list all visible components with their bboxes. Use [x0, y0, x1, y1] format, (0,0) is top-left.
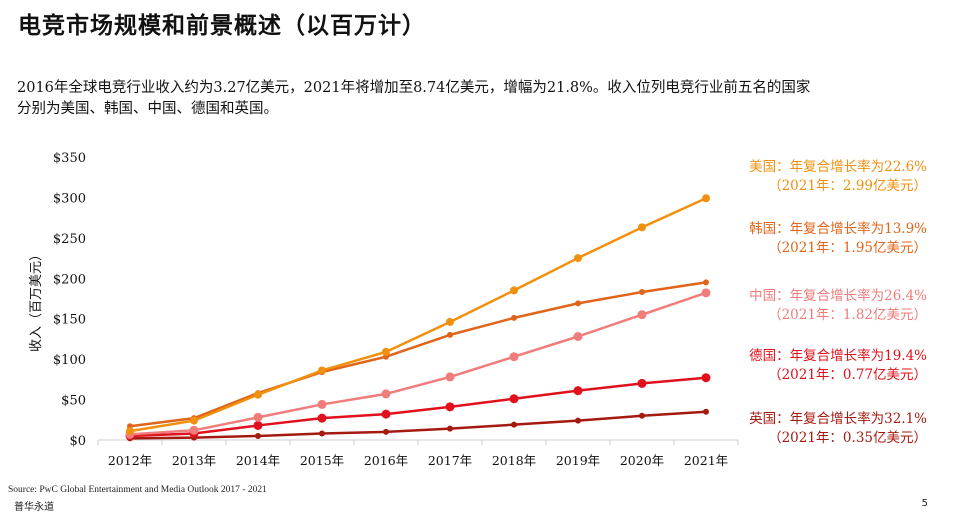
data-point — [573, 332, 583, 342]
x-tick-label: 2017年 — [428, 453, 472, 468]
page-title: 电竞市场规模和前景概述（以百万计） — [18, 13, 426, 39]
data-point — [575, 300, 581, 307]
x-axis: 2012年 2013年 2014年 2015年 2016年 2017年 2018年 2019年… — [97, 440, 739, 468]
x-tick-label: 2020年 — [620, 453, 664, 468]
annotation-2: 中国：年复合增长率为26.4% （2021年：1.82亿美元） — [749, 287, 927, 325]
data-point — [639, 412, 645, 419]
description-line-1: 2016年全球电竞行业收入约为3.27亿美元，2021年将增加至8.74亿美元，… — [17, 80, 811, 96]
x-tick-label: 2021年 — [684, 453, 728, 468]
annotation-value: （2021年：2.99亿美元） — [768, 178, 927, 194]
data-point — [446, 317, 454, 326]
series-3 — [125, 373, 711, 441]
data-point — [126, 427, 134, 436]
series-2 — [125, 288, 711, 439]
y-tick-label: $100 — [53, 353, 86, 368]
data-point — [639, 289, 645, 296]
annotation-3: 德国：年复合增长率为19.4% （2021年：0.77亿美元） — [749, 347, 927, 385]
x-tick-label: 2016年 — [364, 453, 408, 468]
annotation-value: （2021年：0.77亿美元） — [768, 367, 927, 383]
data-point — [701, 373, 711, 383]
data-point — [253, 420, 263, 430]
data-point — [318, 366, 326, 375]
data-point — [319, 430, 325, 437]
data-point — [445, 372, 455, 382]
data-point — [509, 352, 519, 362]
annotation-0: 美国：年复合增长率为22.6% （2021年：2.99亿美元） — [749, 158, 927, 196]
data-point — [445, 402, 455, 412]
series-0 — [126, 194, 710, 436]
series-line — [129, 291, 707, 436]
x-tick-label: 2018年 — [492, 453, 536, 468]
data-point — [447, 425, 453, 432]
data-point — [703, 408, 709, 415]
y-tick-label: $250 — [53, 232, 86, 247]
data-point — [510, 286, 518, 295]
data-point — [317, 413, 327, 423]
annotation-cagr: 英国：年复合增长率为32.1% — [749, 411, 927, 427]
data-point — [254, 390, 262, 399]
data-point — [638, 223, 646, 232]
annotation-value: （2021年：1.95亿美元） — [768, 240, 927, 256]
data-point — [381, 409, 391, 419]
y-axis: $0 $50 $100 $150 $200 $250 $300 $350 — [53, 151, 86, 449]
data-point — [702, 194, 710, 203]
annotation-1: 韩国：年复合增长率为13.9% （2021年：1.95亿美元） — [749, 220, 927, 258]
data-point — [509, 394, 519, 404]
data-point — [574, 254, 582, 263]
annotation-cagr: 德国：年复合增长率为19.4% — [749, 348, 927, 364]
x-tick-label: 2013年 — [172, 453, 216, 468]
y-tick-label: $0 — [69, 434, 86, 449]
data-point — [383, 428, 389, 435]
y-tick-label: $200 — [53, 272, 86, 287]
x-tick-label: 2015年 — [300, 453, 344, 468]
annotation-cagr: 美国：年复合增长率为22.6% — [749, 159, 927, 175]
data-point — [703, 279, 709, 286]
series-line — [129, 376, 707, 438]
x-tick-label: 2012年 — [108, 453, 152, 468]
series-1 — [127, 279, 709, 430]
data-point — [511, 421, 517, 428]
data-point — [701, 288, 711, 298]
y-tick-label: $350 — [53, 151, 86, 166]
y-tick-label: $150 — [53, 313, 86, 328]
data-point — [511, 314, 517, 321]
data-point — [253, 412, 263, 422]
series-line — [129, 197, 707, 433]
series-group — [125, 194, 711, 442]
data-point — [255, 432, 261, 439]
data-point — [189, 425, 199, 435]
annotation-cagr: 中国：年复合增长率为26.4% — [749, 288, 927, 304]
brand-label: 普华永道 — [14, 502, 54, 513]
y-axis-label: 收入（百万美元） — [29, 248, 44, 352]
data-point — [317, 399, 327, 409]
page-number: 5 — [921, 498, 928, 509]
annotation-value: （2021年：1.82亿美元） — [768, 307, 927, 323]
line-chart: $0 $50 $100 $150 $200 $250 $300 $350 收入（百万美元） 2… — [29, 151, 739, 468]
annotation-4: 英国：年复合增长率为32.1% （2021年：0.35亿美元） — [749, 410, 927, 448]
y-tick-label: $300 — [53, 191, 86, 206]
data-point — [190, 416, 198, 425]
series-line — [129, 281, 707, 428]
x-tick-label: 2014年 — [236, 453, 280, 468]
data-point — [447, 331, 453, 338]
data-point — [382, 347, 390, 356]
y-tick-label: $50 — [61, 394, 86, 409]
data-point — [573, 386, 583, 396]
data-point — [575, 417, 581, 424]
x-tick-label: 2019年 — [556, 453, 600, 468]
annotation-value: （2021年：0.35亿美元） — [768, 430, 927, 446]
description-line-2: 分别为美国、韩国、中国、德国和英国。 — [17, 101, 278, 117]
description-text: 2016年全球电竞行业收入约为3.27亿美元，2021年将增加至8.74亿美元，… — [17, 78, 937, 120]
data-point — [381, 389, 391, 399]
data-point — [637, 310, 647, 320]
source-note: Source: PwC Global Entertainment and Med… — [8, 485, 267, 495]
data-point — [637, 378, 647, 388]
annotation-cagr: 韩国：年复合增长率为13.9% — [749, 221, 927, 237]
series-line — [129, 410, 707, 440]
